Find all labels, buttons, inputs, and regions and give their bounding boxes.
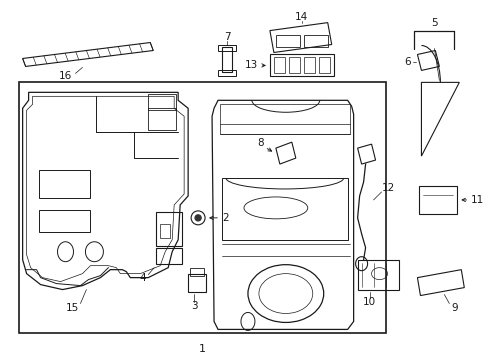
Bar — [222, 178, 347, 240]
Text: 5: 5 — [430, 18, 437, 28]
Bar — [39, 170, 90, 198]
Bar — [19, 82, 385, 333]
Bar — [318, 58, 329, 73]
Bar — [303, 35, 327, 46]
Bar — [419, 186, 456, 214]
Text: 12: 12 — [381, 183, 394, 193]
Bar — [39, 210, 90, 232]
Text: 4: 4 — [140, 273, 146, 283]
Bar — [220, 104, 349, 134]
Bar — [269, 54, 333, 76]
Bar — [156, 248, 182, 264]
Text: 2: 2 — [222, 213, 228, 223]
Text: 3: 3 — [190, 301, 197, 311]
Bar — [148, 94, 176, 110]
Bar — [288, 58, 299, 73]
Text: 10: 10 — [362, 297, 375, 306]
Bar — [273, 58, 284, 73]
Text: 8: 8 — [257, 138, 264, 148]
Bar — [275, 35, 299, 46]
Text: 16: 16 — [59, 71, 72, 81]
Bar — [160, 224, 170, 238]
Text: 7: 7 — [223, 32, 230, 41]
Bar — [222, 46, 231, 72]
Bar — [218, 71, 236, 76]
Bar — [188, 274, 205, 292]
Text: 15: 15 — [66, 302, 79, 312]
Text: 11: 11 — [470, 195, 484, 205]
Text: 9: 9 — [450, 302, 457, 312]
Bar — [218, 45, 236, 50]
Circle shape — [195, 215, 201, 221]
Bar — [190, 268, 203, 276]
Bar — [148, 108, 176, 130]
Text: 1: 1 — [198, 345, 205, 354]
Text: 14: 14 — [295, 12, 308, 22]
Text: 13: 13 — [244, 60, 257, 71]
Bar — [303, 58, 314, 73]
Bar — [357, 260, 399, 289]
Text: 6: 6 — [404, 58, 410, 67]
Bar — [156, 212, 182, 246]
